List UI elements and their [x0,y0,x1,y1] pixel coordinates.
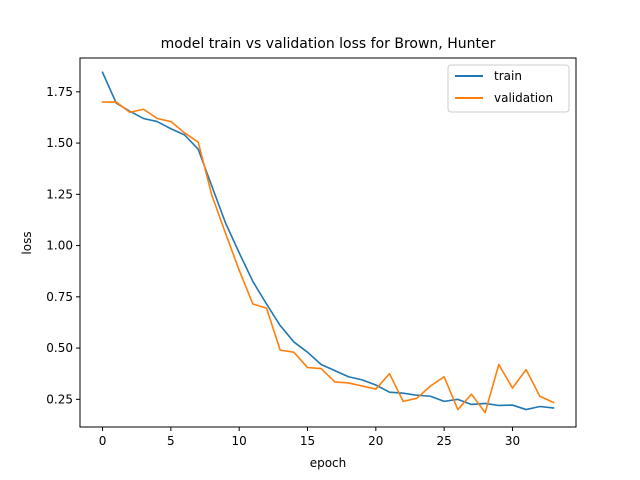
y-tick-label: 1.75 [46,85,73,99]
y-axis-title: loss [20,231,34,254]
legend-label-train: train [494,69,522,83]
y-tick-label: 1.00 [46,239,73,253]
series-lines [101,71,555,414]
y-tick-label: 1.50 [46,136,73,150]
x-tick-label: 5 [167,434,175,448]
plot-background [80,58,576,427]
series-line-validation [101,101,555,414]
x-tick-label: 10 [232,434,247,448]
x-axis: 0 5 10 15 20 25 30 [99,427,520,448]
x-tick-label: 0 [99,434,107,448]
y-axis: 0.25 0.50 0.75 1.00 1.25 1.50 1.75 [46,85,80,406]
y-tick-label: 0.75 [46,290,73,304]
plot-area [80,58,576,427]
y-tick-label: 0.25 [46,392,73,406]
x-tick-label: 25 [437,434,452,448]
plot-frame [79,57,577,428]
legend-label-validation: validation [494,91,553,105]
y-tick-label: 0.50 [46,341,73,355]
x-tick-label: 20 [368,434,383,448]
y-tick-label: 1.25 [46,187,73,201]
x-axis-title: epoch [310,456,347,470]
x-tick-label: 15 [300,434,315,448]
legend: train validation [447,64,570,113]
x-tick-label: 30 [505,434,520,448]
chart-title: model train vs validation loss for Brown… [161,36,496,52]
